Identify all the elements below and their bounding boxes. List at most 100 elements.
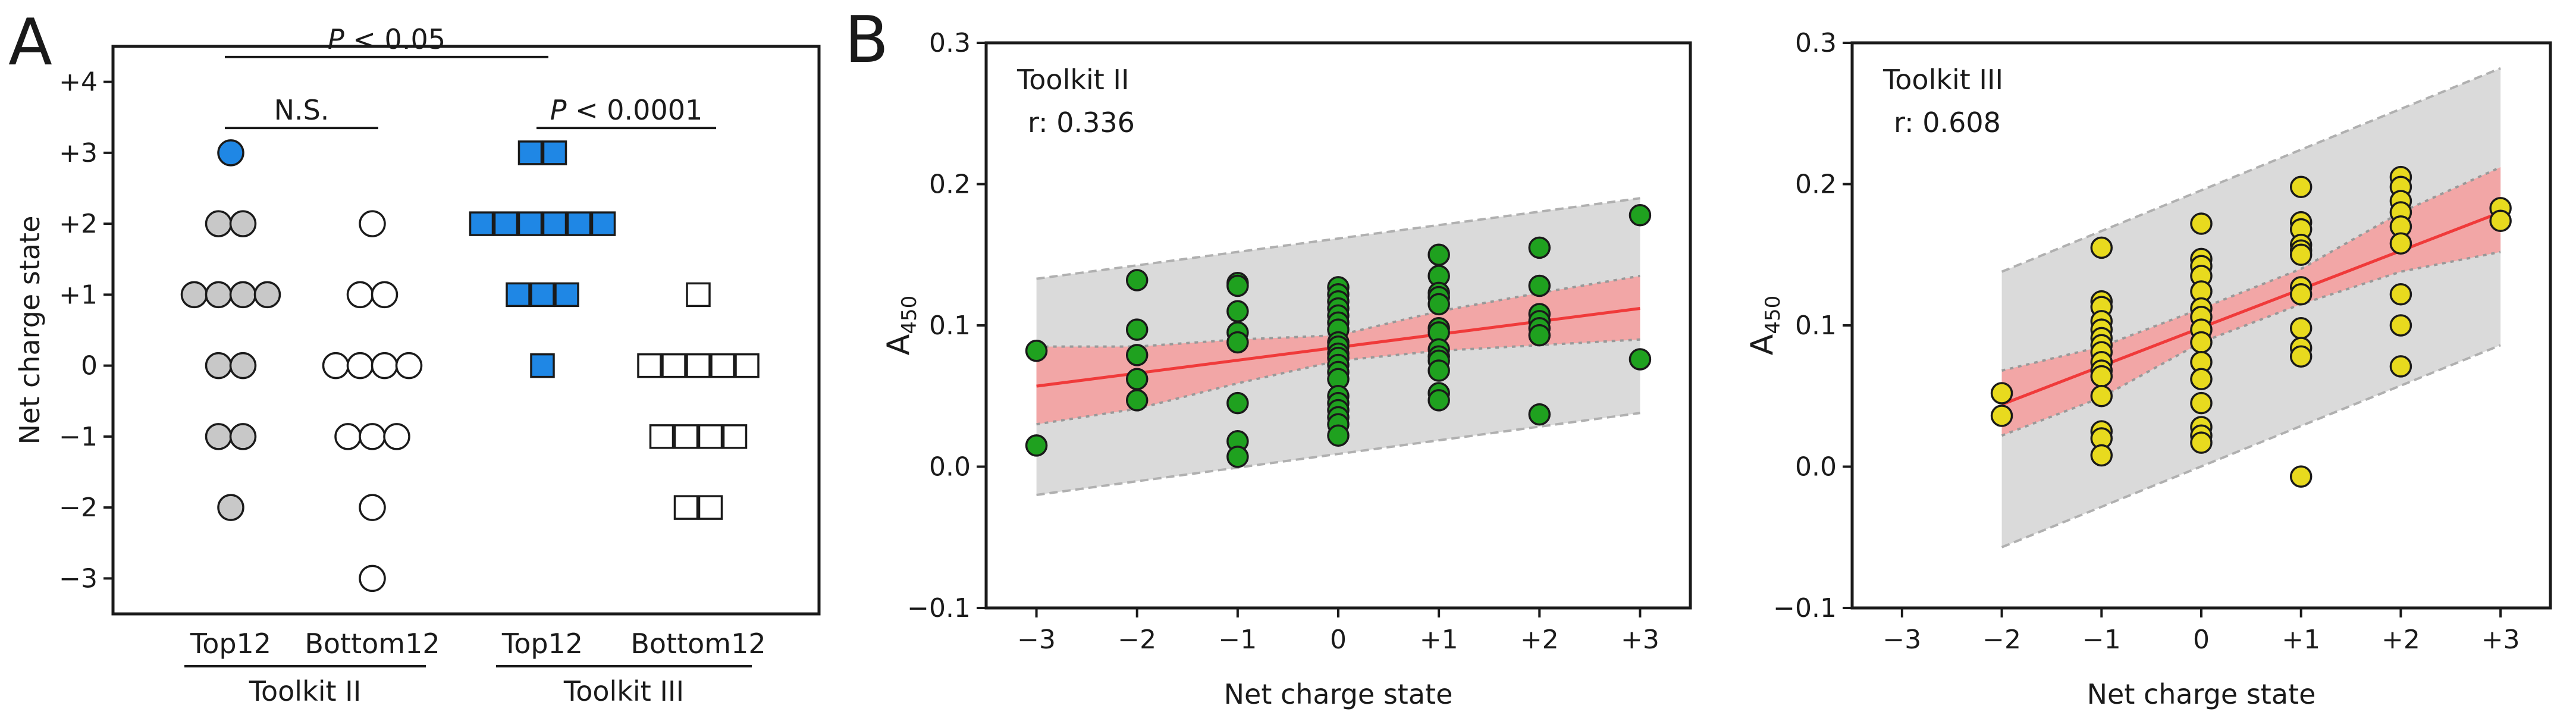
data-point bbox=[698, 495, 723, 520]
data-point bbox=[2289, 465, 2313, 488]
data-point bbox=[530, 353, 555, 378]
y-tick-label: −2 bbox=[59, 493, 98, 523]
data-point bbox=[2289, 283, 2313, 306]
data-point bbox=[554, 282, 579, 308]
data-point bbox=[2389, 355, 2412, 378]
y-tick-label: 0.2 bbox=[1795, 170, 1837, 200]
data-point bbox=[229, 423, 257, 450]
x-tick-label: +1 bbox=[2282, 625, 2320, 655]
y-tick-label: 0.1 bbox=[1795, 311, 1837, 341]
toolkit-label: Toolkit II bbox=[249, 675, 362, 707]
data-point bbox=[217, 139, 244, 167]
data-point bbox=[383, 423, 410, 450]
data-point bbox=[735, 353, 760, 378]
significance-label: P < 0.0001 bbox=[550, 94, 703, 126]
confidence-band bbox=[2001, 167, 2501, 436]
y-axis-label: A450 bbox=[881, 296, 921, 355]
correlation-label: r: 0.608 bbox=[1894, 106, 2001, 139]
x-axis-label: Net charge state bbox=[2087, 678, 2316, 710]
data-point bbox=[1427, 243, 1450, 266]
data-point bbox=[2190, 368, 2213, 390]
data-point bbox=[1990, 382, 2013, 405]
data-point bbox=[673, 495, 699, 520]
confidence-band-upper bbox=[2001, 166, 2501, 372]
data-point bbox=[2190, 331, 2213, 354]
significance-label: N.S. bbox=[274, 94, 330, 126]
y-tick-label: +2 bbox=[59, 209, 98, 239]
y-axis-label-subscript: 450 bbox=[898, 296, 921, 334]
data-point bbox=[2289, 243, 2313, 266]
y-tick-label: +4 bbox=[59, 67, 98, 98]
data-point bbox=[1327, 424, 1350, 447]
data-point bbox=[517, 211, 543, 236]
data-point bbox=[253, 281, 281, 309]
prediction-band-upper bbox=[2001, 67, 2501, 273]
y-tick-label: −0.1 bbox=[907, 593, 971, 623]
data-point bbox=[1025, 434, 1048, 457]
data-point bbox=[1125, 389, 1149, 412]
data-point bbox=[2190, 212, 2213, 235]
y-tick-label: −3 bbox=[59, 563, 98, 594]
data-point bbox=[686, 282, 711, 308]
data-point bbox=[359, 210, 386, 237]
prediction-band-lower bbox=[1036, 412, 1640, 496]
data-point bbox=[205, 281, 233, 309]
data-point bbox=[1125, 269, 1149, 291]
data-point bbox=[1528, 274, 1551, 297]
data-point bbox=[2389, 232, 2412, 255]
group-label: Bottom12 bbox=[630, 628, 765, 660]
data-point bbox=[359, 423, 386, 450]
data-point bbox=[1226, 274, 1249, 297]
data-point bbox=[686, 353, 711, 378]
data-point bbox=[1629, 348, 1652, 371]
data-point bbox=[1629, 204, 1652, 227]
data-point bbox=[1125, 368, 1149, 390]
data-point bbox=[371, 352, 399, 380]
y-tick-label: 0.3 bbox=[1795, 28, 1837, 58]
data-point bbox=[205, 423, 233, 450]
significance-text: N.S. bbox=[274, 94, 330, 126]
prediction-band-upper bbox=[1036, 197, 1640, 280]
panel-letters: A B bbox=[8, 3, 889, 80]
x-tick-label: 0 bbox=[1330, 625, 1347, 655]
data-point bbox=[1226, 331, 1249, 354]
y-tick-label: 0.2 bbox=[929, 170, 971, 200]
data-point bbox=[542, 211, 567, 236]
data-point bbox=[346, 352, 374, 380]
data-point bbox=[710, 353, 735, 378]
significance-text: < 0.0001 bbox=[567, 94, 703, 126]
data-point bbox=[591, 211, 616, 236]
data-point bbox=[1427, 293, 1450, 316]
panel-title: Toolkit III bbox=[1882, 64, 2003, 96]
data-point bbox=[517, 140, 543, 165]
data-point bbox=[1226, 446, 1249, 468]
x-tick-label: −3 bbox=[1017, 625, 1056, 655]
y-axis-label-main: A bbox=[1744, 334, 1780, 355]
data-point bbox=[229, 352, 257, 380]
data-point bbox=[2190, 431, 2213, 454]
data-point bbox=[2289, 317, 2313, 340]
data-point bbox=[649, 424, 674, 449]
data-point bbox=[1125, 318, 1149, 341]
data-point bbox=[217, 494, 244, 521]
y-tick-label: 0.0 bbox=[1795, 452, 1837, 482]
data-point bbox=[2090, 365, 2113, 388]
panel-title: Toolkit II bbox=[1016, 64, 1129, 96]
y-tick-label: 0 bbox=[81, 351, 98, 381]
data-point bbox=[469, 211, 494, 236]
data-point bbox=[722, 424, 748, 449]
y-tick-label: +1 bbox=[59, 280, 98, 310]
data-point bbox=[493, 211, 519, 236]
data-point bbox=[1125, 344, 1149, 366]
y-tick-label: −1 bbox=[59, 422, 98, 452]
data-point bbox=[1427, 359, 1450, 382]
data-point bbox=[205, 210, 233, 237]
x-tick-label: 0 bbox=[2193, 625, 2210, 655]
x-tick-label: −2 bbox=[1118, 625, 1156, 655]
data-point bbox=[2489, 209, 2512, 232]
regression-line bbox=[2001, 211, 2502, 406]
data-point bbox=[346, 281, 374, 309]
significance-italic: P bbox=[328, 23, 344, 55]
data-point bbox=[566, 211, 592, 236]
